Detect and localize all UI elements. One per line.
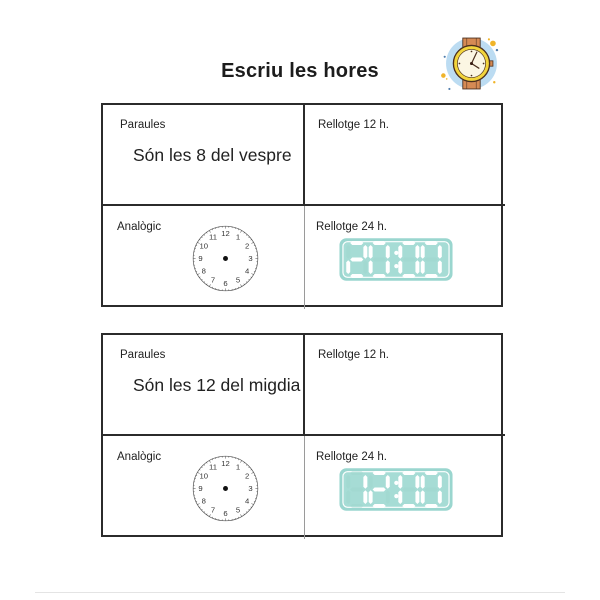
svg-text:12: 12	[221, 459, 230, 468]
svg-text:7: 7	[211, 276, 215, 285]
svg-text:7: 7	[211, 506, 215, 515]
svg-text:5: 5	[236, 506, 240, 515]
svg-text:4: 4	[245, 267, 250, 276]
svg-text:8: 8	[202, 267, 206, 276]
svg-text:11: 11	[209, 462, 217, 471]
svg-text:9: 9	[198, 254, 202, 263]
svg-text:1: 1	[236, 462, 240, 471]
svg-text:2: 2	[245, 471, 249, 480]
svg-text:9: 9	[198, 484, 202, 493]
svg-text:3: 3	[248, 254, 252, 263]
svg-text:3: 3	[248, 484, 252, 493]
svg-text:5: 5	[236, 276, 240, 285]
svg-text:12: 12	[221, 229, 230, 238]
svg-text:2: 2	[245, 241, 249, 250]
svg-text:6: 6	[223, 509, 227, 518]
svg-text:8: 8	[202, 497, 206, 506]
svg-text:10: 10	[200, 241, 209, 250]
svg-text:10: 10	[200, 471, 209, 480]
svg-text:6: 6	[223, 279, 227, 288]
svg-text:4: 4	[245, 497, 250, 506]
svg-text:1: 1	[236, 232, 240, 241]
svg-text:11: 11	[209, 232, 217, 241]
